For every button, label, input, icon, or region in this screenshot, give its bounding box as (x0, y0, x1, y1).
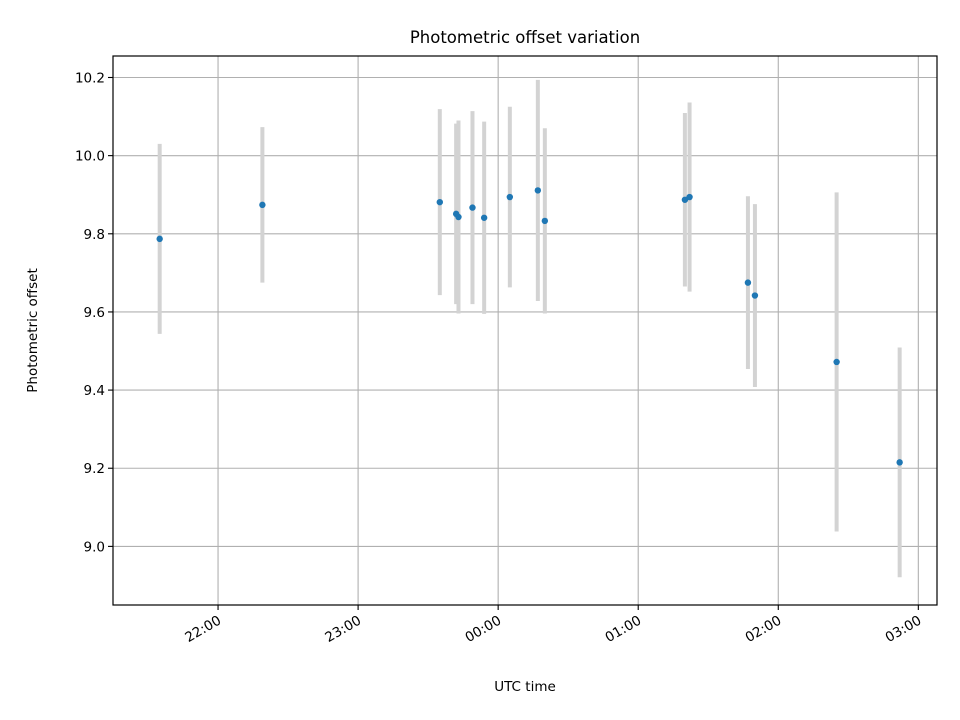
y-tick-label: 10.0 (75, 149, 105, 165)
x-axis-label: UTC time (494, 679, 556, 695)
data-point (156, 235, 163, 243)
grid (113, 56, 937, 605)
data-point (259, 201, 266, 209)
y-tick-label: 9.6 (84, 305, 105, 321)
data-point (480, 214, 488, 221)
data-points (156, 187, 903, 466)
y-tick-label: 9.2 (84, 461, 105, 477)
y-tick-label: 9.0 (84, 539, 105, 555)
plot-area (113, 56, 937, 605)
y-axis-ticks: 9.0 9.2 9.4 9.6 9.8 10.0 10.2 (75, 70, 113, 555)
data-point (506, 193, 514, 201)
y-tick-label: 9.8 (84, 227, 105, 243)
data-point (744, 279, 752, 286)
data-point (896, 459, 903, 466)
data-point (469, 204, 476, 211)
y-axis-label: Photometric offset (25, 268, 41, 392)
data-point (541, 217, 549, 225)
data-point (686, 193, 693, 201)
data-point (833, 358, 840, 366)
data-point (751, 292, 759, 299)
plot-frame (112, 55, 938, 606)
data-point (534, 187, 542, 194)
data-point (455, 213, 462, 221)
y-tick-label: 10.2 (75, 70, 105, 86)
y-tick-label: 9.4 (84, 383, 105, 399)
chart-title: Photometric offset variation (410, 28, 640, 47)
data-point (436, 198, 443, 206)
data-point (681, 196, 689, 203)
